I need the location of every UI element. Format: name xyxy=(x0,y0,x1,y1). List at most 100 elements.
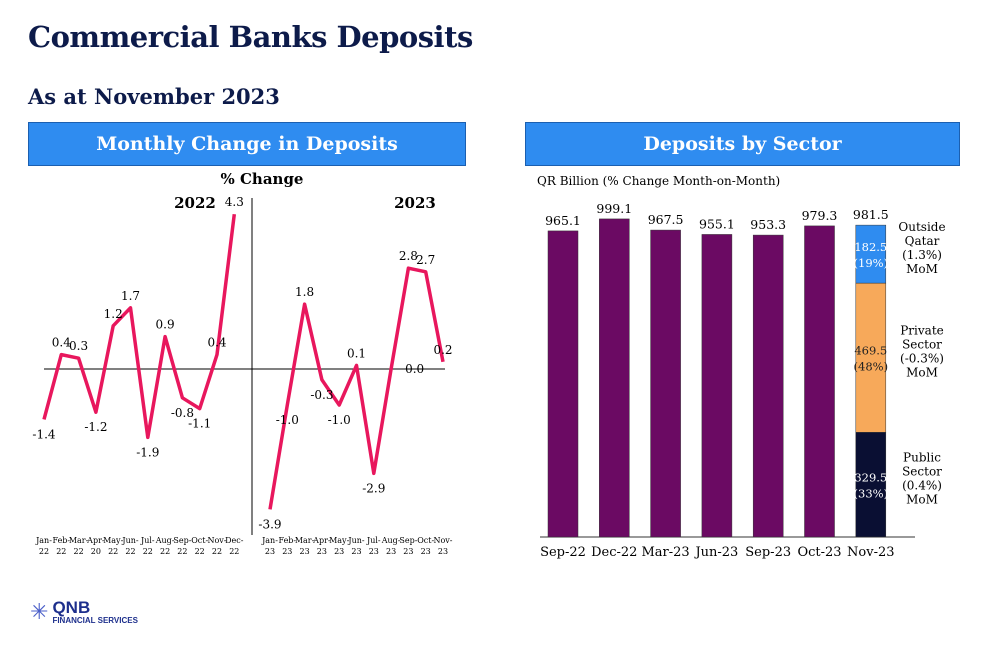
segment-legend-label: Sector xyxy=(902,338,942,352)
x-tick-label: 22 xyxy=(125,547,135,556)
x-tick-label: Nov-23 xyxy=(847,545,894,560)
x-tick-label: 22 xyxy=(229,547,239,556)
x-tick-label: 22 xyxy=(160,547,170,556)
segment-legend-label: Qatar xyxy=(905,234,940,248)
data-label: 2.8 xyxy=(399,249,418,263)
data-label: 0.4 xyxy=(207,336,226,350)
segment-legend-label: MoM xyxy=(906,493,938,507)
x-tick-label: 23 xyxy=(282,547,292,556)
y-axis-label: % Change xyxy=(221,170,304,188)
stack-segment-outside-qatar xyxy=(855,224,887,284)
logo-name: QNB xyxy=(52,598,91,617)
x-tick-label: 23 xyxy=(421,547,431,556)
segment-legend-label: (-0.3%) xyxy=(900,352,944,366)
segment-legend-label: Private xyxy=(900,324,944,338)
series-line-2023 xyxy=(268,266,445,510)
segment-legend-label: (0.4%) xyxy=(902,479,942,493)
x-tick-label: Dec- xyxy=(225,536,244,545)
page-subtitle: As at November 2023 xyxy=(28,84,280,109)
bar-value-label: 979.3 xyxy=(802,208,838,223)
x-tick-label: Mar- xyxy=(69,536,89,545)
x-tick-label: Sep- xyxy=(399,536,417,545)
data-label: -0.3 xyxy=(310,388,333,402)
data-label: -1.0 xyxy=(276,413,299,427)
x-tick-label: 23 xyxy=(300,547,310,556)
segment-value: 329.5 xyxy=(854,471,887,485)
segment-legend-label: Outside xyxy=(898,220,945,234)
x-tick-label: Oct-23 xyxy=(797,545,841,560)
x-tick-label: Sep-22 xyxy=(540,545,586,560)
segment-value: 469.5 xyxy=(854,344,887,358)
data-label: -2.9 xyxy=(362,481,385,495)
x-tick-label: Mar- xyxy=(295,536,315,545)
x-tick-label: Dec-22 xyxy=(591,545,637,560)
bar-Mar-23 xyxy=(650,229,681,538)
data-label: 1.8 xyxy=(295,285,314,299)
x-tick-label: 22 xyxy=(39,547,49,556)
bar-value-label: 953.3 xyxy=(750,217,786,232)
x-tick-label: 22 xyxy=(212,547,222,556)
chart-subtitle: QR Billion (% Change Month-on-Month) xyxy=(537,174,780,188)
x-tick-label: 22 xyxy=(56,547,66,556)
data-label: 0.9 xyxy=(156,318,175,332)
x-tick-label: 22 xyxy=(143,547,153,556)
logo-tagline: FINANCIAL SERVICES xyxy=(52,616,138,625)
bar-Jun-23 xyxy=(701,234,733,538)
bar-value-label: 955.1 xyxy=(699,216,735,231)
series-line-2022 xyxy=(42,213,237,440)
x-tick-label: Sep-23 xyxy=(745,545,791,560)
data-label: -1.4 xyxy=(32,427,56,441)
year-label-2022: 2022 xyxy=(174,194,216,212)
data-label: 1.2 xyxy=(104,307,123,321)
segment-legend-label: MoM xyxy=(906,262,938,276)
year-label-2023: 2023 xyxy=(394,194,436,212)
segment-legend-label: Sector xyxy=(902,465,942,479)
data-label: -1.0 xyxy=(328,413,351,427)
segment-share: (48%) xyxy=(854,360,889,374)
x-tick-label: Mar-23 xyxy=(641,545,689,560)
x-tick-label: Feb- xyxy=(52,536,70,545)
x-tick-label: 22 xyxy=(74,547,84,556)
data-label: 0.3 xyxy=(69,339,88,353)
bar-Sep-22 xyxy=(547,230,579,538)
x-tick-label: Oct- xyxy=(191,536,208,545)
x-tick-label: 23 xyxy=(438,547,448,556)
segment-legend-label: MoM xyxy=(906,366,938,380)
data-label: -1.2 xyxy=(84,420,107,434)
x-tick-label: Jun- xyxy=(347,536,365,545)
data-label: -3.9 xyxy=(258,517,281,531)
bar-Sep-23 xyxy=(752,234,784,538)
bar-Oct-23 xyxy=(804,225,835,538)
x-tick-label: 23 xyxy=(317,547,327,556)
bar-value-label: 999.1 xyxy=(596,201,632,216)
x-tick-label: 22 xyxy=(177,547,187,556)
data-label: 2.7 xyxy=(416,253,435,267)
x-tick-label: 23 xyxy=(334,547,344,556)
x-tick-label: Oct- xyxy=(417,536,434,545)
page-title: Commercial Banks Deposits xyxy=(28,20,473,54)
x-tick-label: Nov- xyxy=(433,536,452,545)
segment-legend-label: (1.3%) xyxy=(902,248,942,262)
data-label: 4.3 xyxy=(225,195,244,209)
segment-share: (33%) xyxy=(854,487,889,501)
bar-Dec-22 xyxy=(599,218,630,538)
x-tick-label: 22 xyxy=(195,547,205,556)
x-tick-label: Sep- xyxy=(173,536,191,545)
x-tick-label: Apr- xyxy=(86,536,105,545)
x-tick-label: 22 xyxy=(108,547,118,556)
x-tick-label: Jan- xyxy=(261,536,278,545)
x-tick-label: 23 xyxy=(403,547,413,556)
qnb-logo: ✳ QNB FINANCIAL SERVICES xyxy=(30,598,138,625)
stack-segment-private-sector xyxy=(855,282,887,433)
x-tick-label: Jun- xyxy=(121,536,139,545)
data-label: -1.9 xyxy=(136,445,159,459)
x-tick-label: Nov- xyxy=(207,536,226,545)
x-tick-label: May- xyxy=(329,536,349,545)
stack-segment-public-sector xyxy=(855,432,887,538)
x-tick-label: Apr- xyxy=(312,536,331,545)
data-label: 1.7 xyxy=(121,289,140,303)
segment-share: (19%) xyxy=(854,256,889,270)
x-tick-label: Jul- xyxy=(366,536,381,545)
data-label: -1.1 xyxy=(188,417,211,431)
x-tick-label: Jan- xyxy=(35,536,52,545)
